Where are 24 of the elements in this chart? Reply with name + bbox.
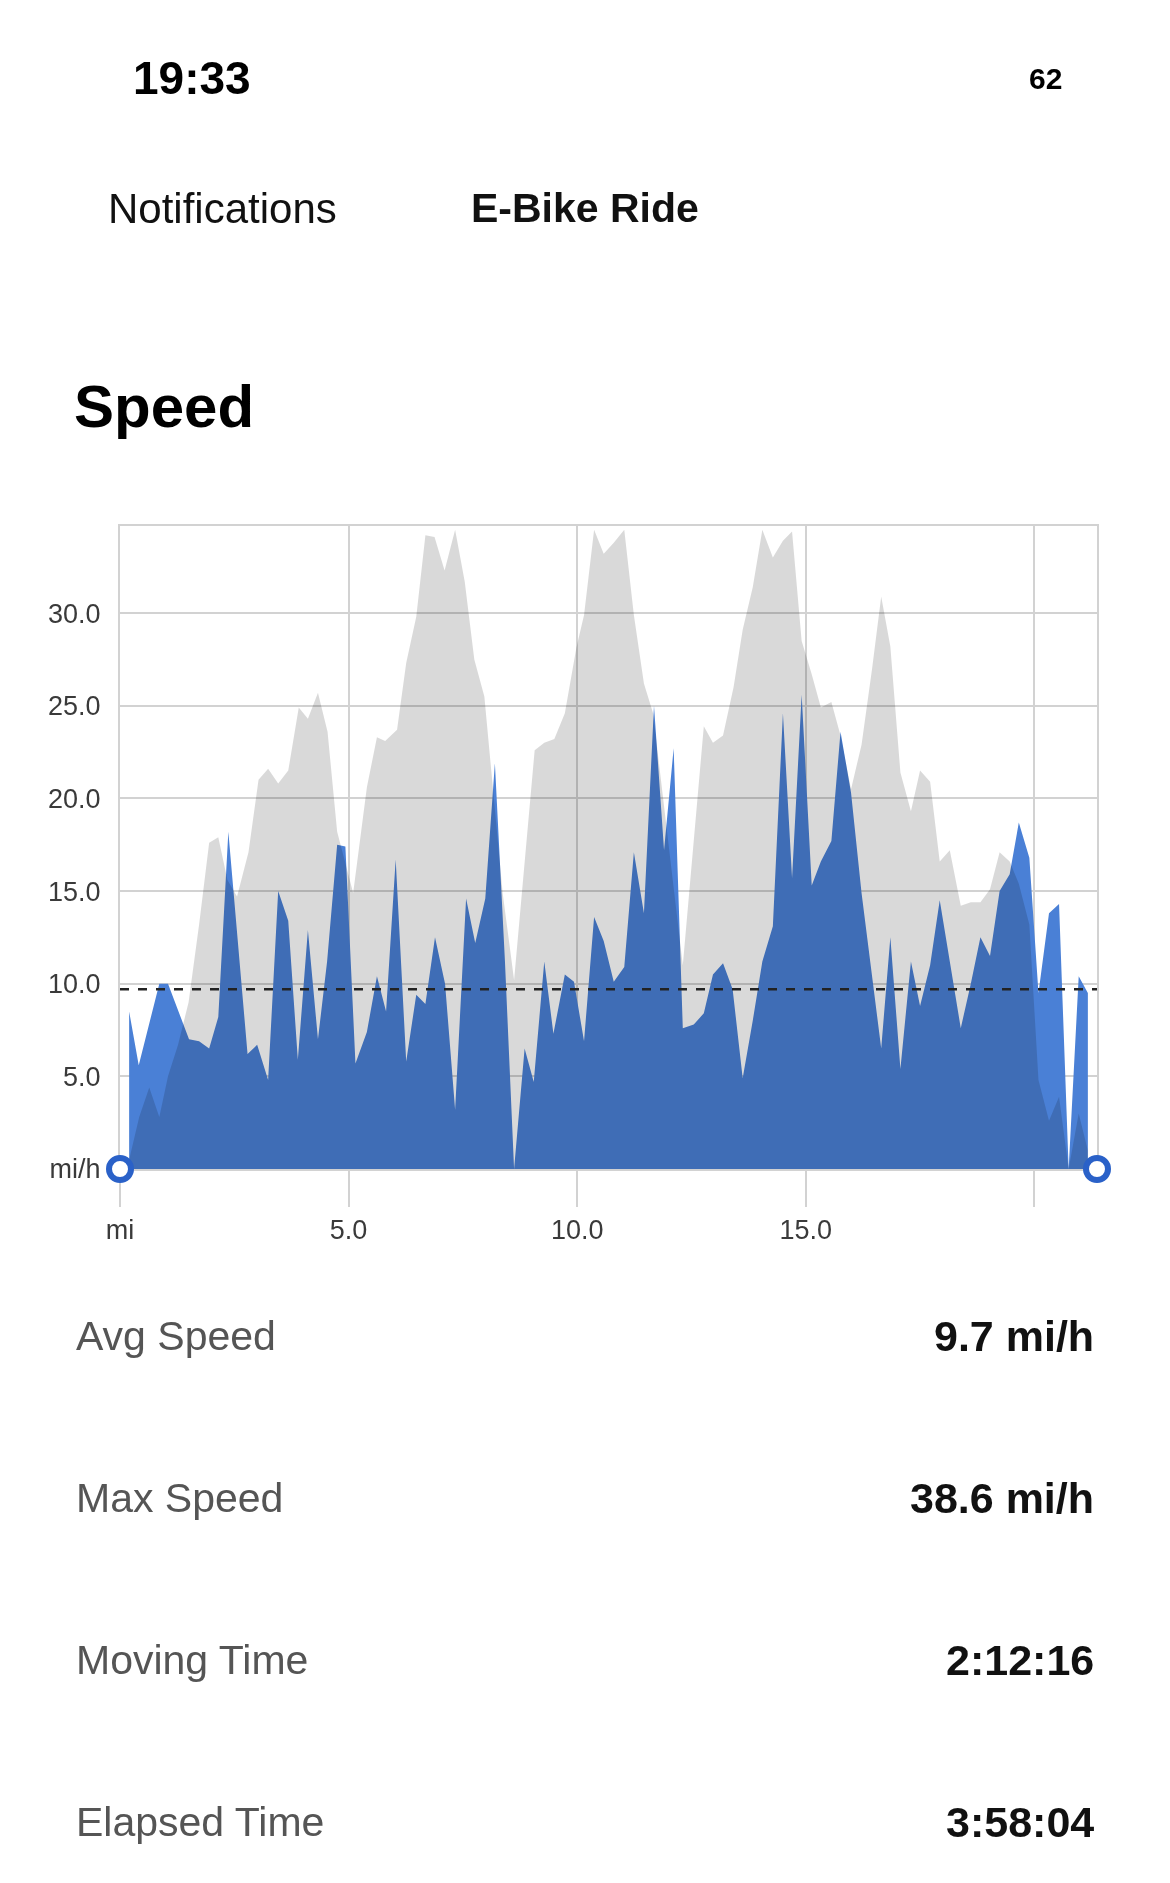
y-tick-label: 15.0 [48,876,101,907]
text: Avg Speed [76,1313,276,1359]
text: Elapsed Time [76,1799,325,1845]
text: 19:33 [133,52,251,104]
text: 3:58:04 [946,1798,1095,1846]
y-tick-label: mi/h [49,1154,101,1185]
chart-title: Speed [74,373,255,440]
text: Notifications [108,185,337,232]
text: 2:12:16 [946,1636,1095,1684]
text: 9.7 mi/h [934,1312,1095,1360]
x-tick-label: 10.0 [550,1215,604,1246]
text: Moving Time [76,1637,309,1683]
x-tick-label: 5.0 [329,1215,368,1246]
x-tick-label: mi [105,1215,135,1246]
y-tick-label: 30.0 [48,598,101,629]
y-tick-label: 25.0 [48,691,101,722]
text: E-Bike Ride [471,185,699,231]
y-tick-label: 20.0 [48,783,101,814]
text: 62 [1029,62,1063,95]
x-tick-label: 15.0 [779,1215,833,1246]
y-tick-label: 10.0 [48,969,101,1000]
text: 38.6 mi/h [910,1474,1095,1522]
y-tick-label: 5.0 [63,1061,101,1092]
text: Max Speed [76,1475,284,1521]
